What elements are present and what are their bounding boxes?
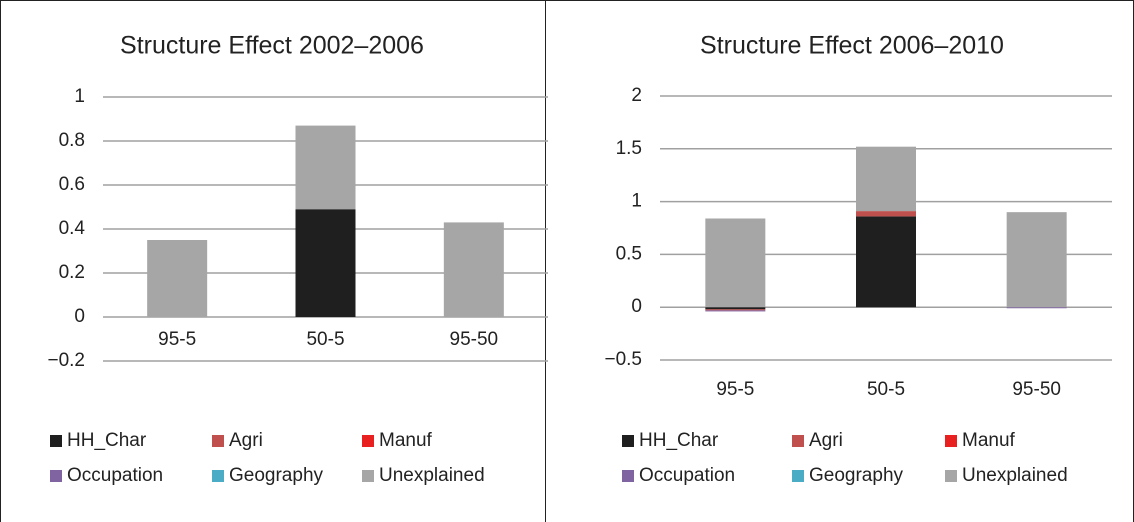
y-tick-label: 1: [74, 86, 85, 107]
y-tick-label: −0.5: [604, 349, 642, 370]
legend-label: Unexplained: [379, 465, 485, 486]
y-tick-label: 2: [631, 85, 642, 106]
chart-title: Structure Effect 2002–2006: [120, 32, 424, 60]
legend-label: Occupation: [67, 465, 163, 486]
bar-segment: [443, 222, 504, 317]
x-tick-label: 95-5: [158, 329, 196, 350]
legend-swatch: [792, 470, 804, 482]
x-tick-label: 50-5: [867, 379, 905, 400]
y-tick-label: 0.4: [59, 218, 86, 239]
bar-segment: [147, 240, 208, 317]
bar-segment: [705, 310, 766, 312]
y-tick-label: 1.5: [616, 138, 642, 159]
x-tick-label: 95-50: [1012, 379, 1061, 400]
bar-segment: [856, 211, 916, 217]
legend-label: HH_Char: [639, 430, 719, 451]
legend-swatch: [50, 470, 62, 482]
legend-label: Agri: [809, 430, 843, 451]
y-tick-label: 0.5: [616, 243, 642, 264]
legend-swatch: [212, 435, 224, 447]
legend-swatch: [362, 470, 374, 482]
chart-title: Structure Effect 2006–2010: [700, 32, 1004, 60]
legend-swatch: [945, 470, 957, 482]
bar-segment: [295, 209, 356, 317]
bar-segment: [856, 216, 916, 308]
y-tick-label: −0.2: [47, 350, 85, 371]
y-tick-label: 1: [631, 191, 642, 212]
legend-label: Geography: [809, 465, 904, 486]
y-tick-label: 0.6: [59, 174, 85, 195]
legend-swatch: [622, 435, 634, 447]
legend-swatch: [212, 470, 224, 482]
legend-swatch: [362, 435, 374, 447]
bar-segment: [705, 309, 766, 311]
x-tick-label: 95-5: [716, 379, 754, 400]
legend-swatch: [622, 470, 634, 482]
y-tick-label: 0: [631, 296, 642, 317]
bar-segment: [1006, 212, 1067, 308]
legend-label: Unexplained: [962, 465, 1068, 486]
y-tick-label: 0: [74, 306, 85, 327]
legend-swatch: [792, 435, 804, 447]
y-tick-label: 0.8: [59, 130, 85, 151]
y-tick-label: 0.2: [59, 262, 85, 283]
legend-label: Manuf: [379, 430, 433, 451]
x-tick-label: 50-5: [306, 329, 344, 350]
legend-swatch: [945, 435, 957, 447]
bar-segment: [705, 307, 766, 310]
legend-label: Manuf: [962, 430, 1016, 451]
bar-segment: [705, 218, 766, 308]
legend-label: Geography: [229, 465, 324, 486]
legend-label: Occupation: [639, 465, 735, 486]
bar-segment: [1006, 307, 1067, 309]
legend-label: HH_Char: [67, 430, 147, 451]
legend-swatch: [50, 435, 62, 447]
bar-segment: [295, 125, 356, 210]
x-tick-label: 95-50: [450, 329, 499, 350]
legend-label: Agri: [229, 430, 263, 451]
bar-segment: [856, 146, 916, 212]
